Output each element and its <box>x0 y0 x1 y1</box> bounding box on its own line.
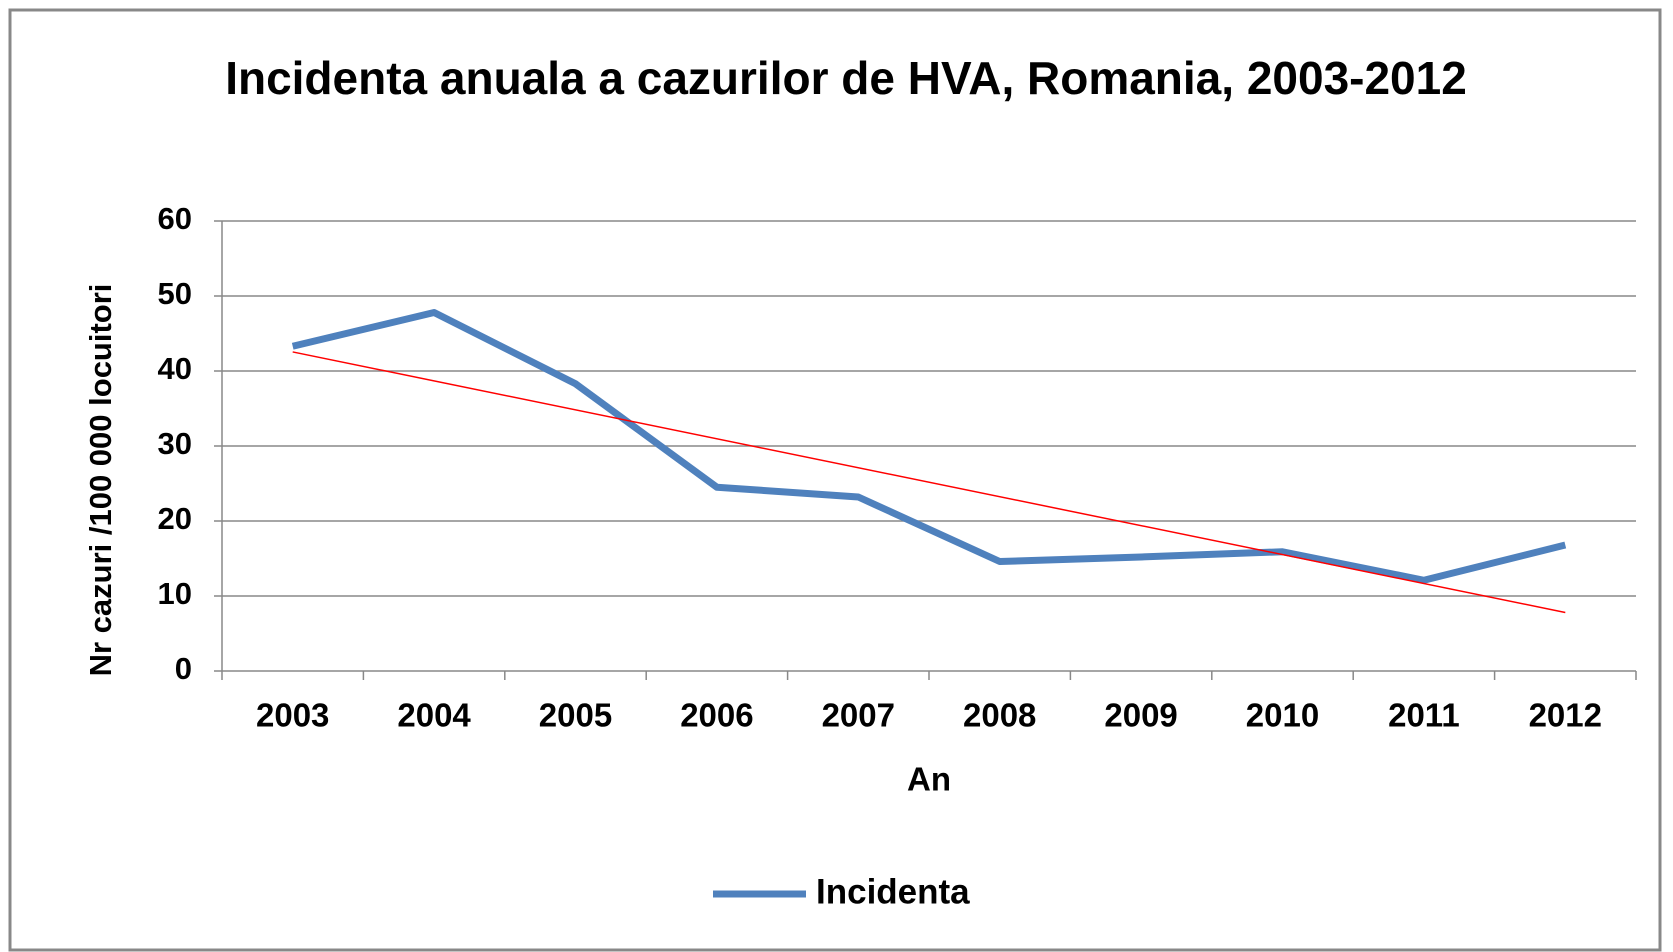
x-tick-label: 2004 <box>397 697 471 734</box>
y-tick-label: 10 <box>158 576 192 611</box>
x-tick-label: 2007 <box>822 697 895 734</box>
y-tick-label: 40 <box>158 351 192 386</box>
chart-border <box>8 8 1662 952</box>
y-tick-label: 50 <box>158 276 192 311</box>
x-tick-label: 2009 <box>1104 697 1177 734</box>
legend-label: Incidenta <box>816 872 970 911</box>
x-axis-label: An <box>907 761 951 798</box>
x-tick-label: 2003 <box>256 697 329 734</box>
y-tick-label: 20 <box>158 501 192 536</box>
y-tick-label: 0 <box>175 651 192 686</box>
y-tick-label: 60 <box>158 201 192 236</box>
x-tick-label: 2010 <box>1246 697 1319 734</box>
x-tick-label: 2012 <box>1529 697 1602 734</box>
y-axis-label: Nr cazuri /100 000 locuitori <box>83 284 118 677</box>
x-tick-label: 2005 <box>539 697 612 734</box>
x-tick-label: 2011 <box>1388 697 1460 734</box>
x-tick-label: 2006 <box>680 697 753 734</box>
trendline <box>292 351 1566 614</box>
y-tick-label: 30 <box>158 426 192 461</box>
chart-title: Incidenta anuala a cazurilor de HVA, Rom… <box>225 52 1467 104</box>
data-line <box>291 309 1567 584</box>
x-tick-label: 2008 <box>963 697 1036 734</box>
